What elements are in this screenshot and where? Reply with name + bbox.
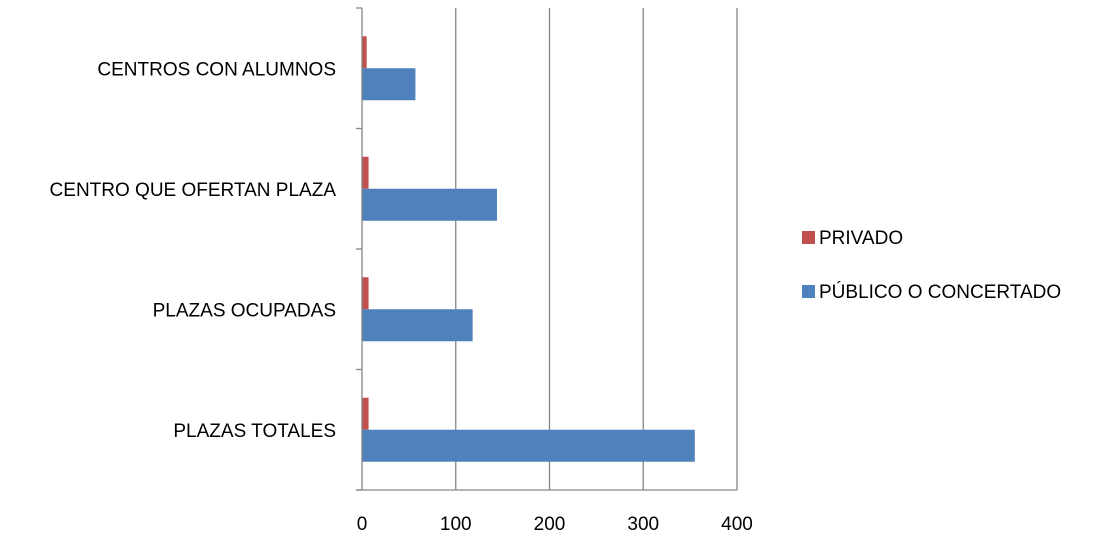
legend-label: PRIVADO [819, 228, 903, 249]
legend: PRIVADO PÚBLICO O CONCERTADO [802, 228, 1061, 303]
bar-publico-1 [362, 188, 497, 221]
legend-swatch [802, 231, 815, 244]
axes [356, 7, 737, 491]
category-label: CENTRO QUE OFERTAN PLAZA [50, 180, 337, 201]
x-tick-label: 200 [534, 514, 566, 535]
x-tick-label: 300 [627, 514, 659, 535]
bar-privado-1 [362, 156, 369, 189]
category-label: PLAZAS OCUPADAS [153, 300, 336, 321]
bar-publico-2 [362, 309, 473, 342]
legend-label: PÚBLICO O CONCERTADO [819, 281, 1061, 303]
category-label: PLAZAS TOTALES [173, 421, 336, 442]
category-label: CENTROS CON ALUMNOS [97, 59, 336, 80]
bar-privado-2 [362, 277, 369, 310]
x-tick-label: 0 [357, 514, 368, 535]
gridlines [455, 8, 738, 490]
bar-privado-3 [362, 397, 369, 430]
category-labels: CENTROS CON ALUMNOS CENTRO QUE OFERTAN PL… [50, 59, 337, 442]
x-tick-labels: 0 100 200 300 400 [357, 514, 753, 535]
x-tick-label: 400 [721, 514, 753, 535]
x-tick-label: 100 [440, 514, 472, 535]
bars [362, 36, 695, 462]
bar-publico-0 [362, 68, 416, 101]
legend-swatch [802, 285, 815, 298]
bar-privado-0 [362, 36, 367, 69]
bar-publico-3 [362, 429, 695, 462]
